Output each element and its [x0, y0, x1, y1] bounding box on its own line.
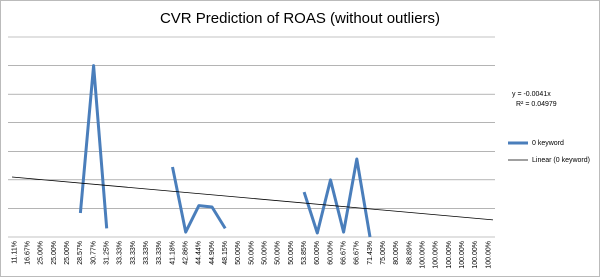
x-tick-label: 60.00%	[314, 241, 321, 265]
x-tick-label: 44.44%	[196, 241, 203, 265]
x-tick-label: 100.00%	[433, 241, 440, 269]
x-tick-label: 28.57%	[77, 241, 84, 265]
x-tick-label: 100.00%	[459, 241, 466, 269]
x-tick-label: 42.86%	[183, 241, 190, 265]
x-tick-label: 60.00%	[327, 241, 334, 265]
x-tick-label: 25.00%	[64, 241, 71, 265]
x-tick-label: 48.15%	[222, 241, 229, 265]
x-tick-label: 100.00%	[485, 241, 492, 269]
legend-label: 0 keyword	[532, 140, 564, 147]
x-tick-label: 50.00%	[275, 241, 282, 265]
x-tick-label: 50.00%	[248, 241, 255, 265]
x-tick-label: 25.00%	[51, 241, 58, 265]
x-tick-label: 71.43%	[367, 241, 374, 265]
trend-r2: R² = 0.04979	[516, 101, 557, 108]
x-tick-label: 66.67%	[340, 241, 347, 265]
x-tick-label: 80.00%	[393, 241, 400, 265]
x-tick-label: 11.11%	[11, 241, 18, 264]
trend-line	[11, 176, 494, 221]
x-tick-label: 33.33%	[156, 241, 163, 265]
x-tick-label: 88.89%	[406, 241, 413, 265]
x-tick-label: 66.67%	[354, 241, 361, 265]
x-tick-label: 53.85%	[301, 241, 308, 265]
x-tick-label: 100.00%	[472, 241, 479, 269]
chart-title: CVR Prediction of ROAS (without outliers…	[160, 10, 440, 27]
legend-label: Linear (0 keyword)	[532, 157, 590, 164]
x-tick-label: 30.77%	[90, 241, 97, 265]
x-tick-label: 100.00%	[419, 241, 426, 269]
x-tick-label: 50.00%	[288, 241, 295, 265]
x-tick-label: 16.67%	[25, 241, 32, 265]
x-tick-label: 33.33%	[117, 241, 124, 265]
x-tick-label: 50.00%	[235, 241, 242, 265]
x-tick-label: 33.33%	[143, 241, 150, 265]
x-tick-label: 50.00%	[262, 241, 269, 265]
trend-equation: y = -0.0041x	[512, 91, 551, 98]
x-tick-label: 41.18%	[169, 241, 176, 265]
x-tick-label: 44.90%	[209, 241, 216, 265]
x-tick-label: 33.33%	[130, 241, 137, 265]
x-tick-label: 25.00%	[38, 241, 45, 265]
x-tick-label: 100.00%	[446, 241, 453, 269]
x-tick-label: 75.00%	[380, 241, 387, 265]
x-tick-label: 31.25%	[104, 241, 111, 265]
